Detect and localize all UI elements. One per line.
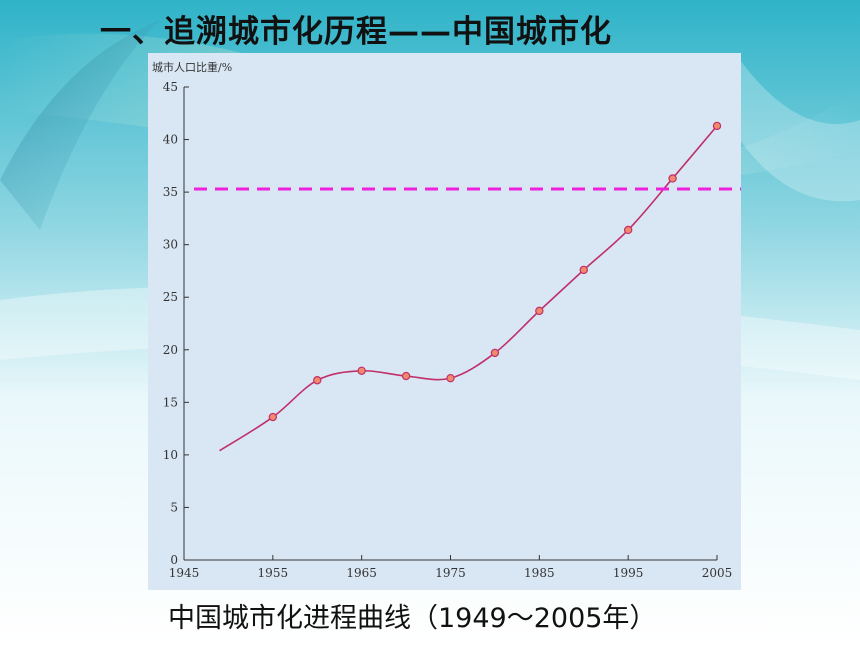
y-tick-label: 45	[163, 80, 178, 94]
chart-caption: 中国城市化进程曲线（1949～2005年）	[168, 603, 657, 634]
x-tick-label: 2005	[702, 566, 733, 580]
x-tick-label: 1965	[346, 566, 377, 580]
x-tick-label: 1995	[613, 566, 644, 580]
y-tick-label: 5	[170, 500, 178, 514]
y-tick-label: 20	[163, 343, 178, 357]
data-point-marker	[268, 412, 278, 422]
data-point-marker	[490, 348, 500, 358]
y-tick-label: 35	[163, 185, 178, 199]
y-tick-label: 30	[163, 238, 178, 252]
data-point-marker	[401, 371, 411, 381]
data-point-marker	[313, 376, 322, 385]
data-point-marker	[579, 265, 588, 275]
y-tick-label: 10	[163, 448, 178, 462]
y-axis-label: 城市人口比重/%	[152, 60, 232, 74]
x-tick-label: 1945	[169, 566, 200, 580]
x-tick-label: 1985	[524, 566, 555, 580]
x-tick-label: 1975	[435, 566, 466, 580]
data-point-marker	[446, 373, 455, 383]
y-tick-label: 25	[163, 290, 178, 304]
data-point-marker	[623, 225, 633, 235]
data-point-marker	[357, 366, 366, 375]
data-point-marker	[535, 306, 544, 316]
y-tick-label: 15	[163, 395, 178, 409]
slide-title: 一、追溯城市化历程——中国城市化	[100, 14, 612, 50]
y-tick-label: 40	[163, 133, 178, 147]
x-tick-label: 1955	[258, 566, 289, 580]
urbanization-line-chart: 城市人口比重/% 0 5 10 15 20 25 30 35 40 45 1945 1955 1965 19…	[152, 60, 741, 580]
chart-panel: 城市人口比重/% 0 5 10 15 20 25 30 35 40 45 1945 1955 1965 19…	[148, 53, 741, 590]
data-point-marker	[712, 121, 722, 131]
urbanization-curve	[219, 125, 718, 452]
data-point-marker	[668, 174, 677, 183]
y-tick-label: 0	[170, 553, 178, 567]
